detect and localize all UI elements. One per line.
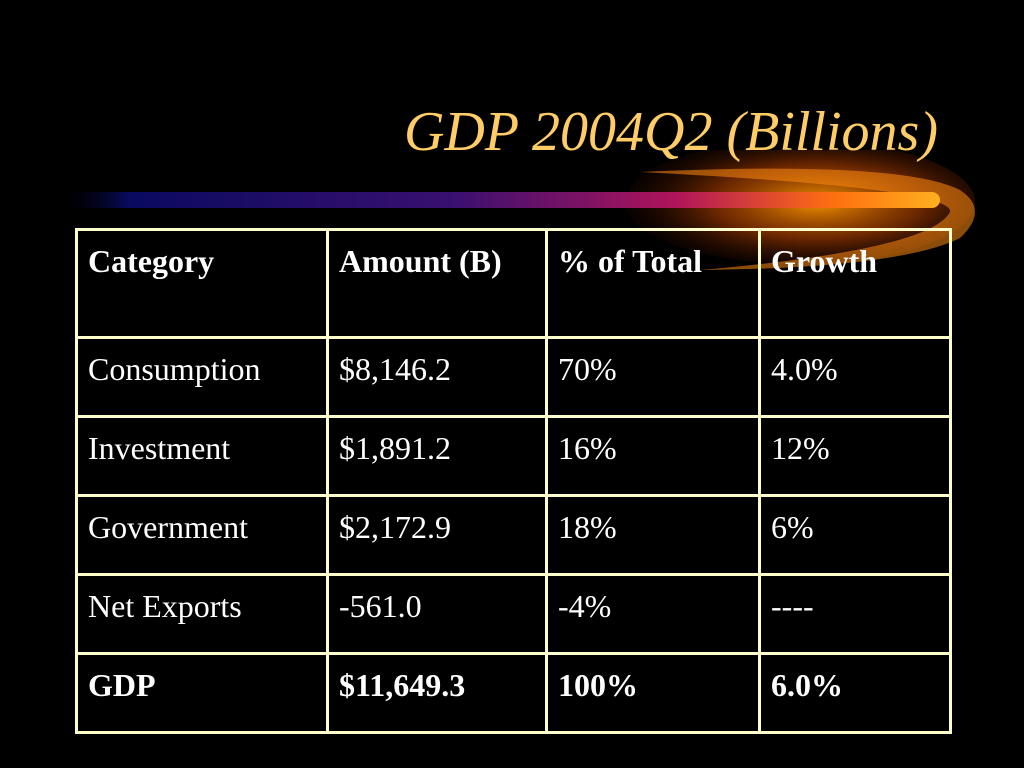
total-amount: $11,649.3 [326,652,548,734]
table-total-row: GDP $11,649.3 100% 6.0% [75,652,952,734]
cell-percent: -4% [545,573,761,655]
table-row: Net Exports -561.0 -4% ---- [75,573,952,655]
slide-title: GDP 2004Q2 (Billions) [403,101,938,163]
total-percent: 100% [545,652,761,734]
total-category: GDP [75,652,329,734]
table-row: Government $2,172.9 18% 6% [75,494,952,576]
cell-growth: 6% [758,494,952,576]
cell-percent: 70% [545,336,761,418]
cell-amount: $8,146.2 [326,336,548,418]
cell-category: Consumption [75,336,329,418]
header-amount: Amount (B) [326,228,548,339]
gdp-table-container: Category Amount (B) % of Total Growth Co… [75,228,952,734]
header-category: Category [75,228,329,339]
cell-growth: ---- [758,573,952,655]
table-row: Investment $1,891.2 16% 12% [75,415,952,497]
cell-category: Net Exports [75,573,329,655]
cell-category: Investment [75,415,329,497]
cell-amount: -561.0 [326,573,548,655]
table-row: Consumption $8,146.2 70% 4.0% [75,336,952,418]
total-growth: 6.0% [758,652,952,734]
gdp-table: Category Amount (B) % of Total Growth Co… [75,228,952,734]
cell-category: Government [75,494,329,576]
cell-percent: 16% [545,415,761,497]
cell-growth: 12% [758,415,952,497]
cell-growth: 4.0% [758,336,952,418]
header-growth: Growth [758,228,952,339]
cell-percent: 18% [545,494,761,576]
cell-amount: $2,172.9 [326,494,548,576]
cell-amount: $1,891.2 [326,415,548,497]
header-percent-of-total: % of Total [545,228,761,339]
table-header-row: Category Amount (B) % of Total Growth [75,228,952,339]
